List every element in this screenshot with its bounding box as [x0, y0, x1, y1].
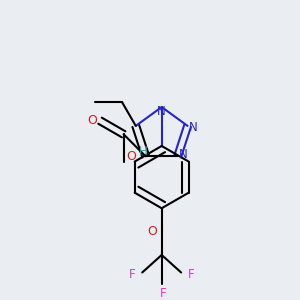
Text: F: F	[129, 268, 136, 281]
Text: N: N	[179, 148, 188, 161]
Text: F: F	[160, 287, 167, 300]
Text: O: O	[127, 150, 136, 163]
Text: N: N	[189, 121, 198, 134]
Text: N: N	[157, 105, 166, 119]
Text: O: O	[87, 114, 97, 127]
Text: F: F	[188, 268, 194, 281]
Text: O: O	[147, 225, 157, 238]
Text: H: H	[139, 145, 148, 158]
